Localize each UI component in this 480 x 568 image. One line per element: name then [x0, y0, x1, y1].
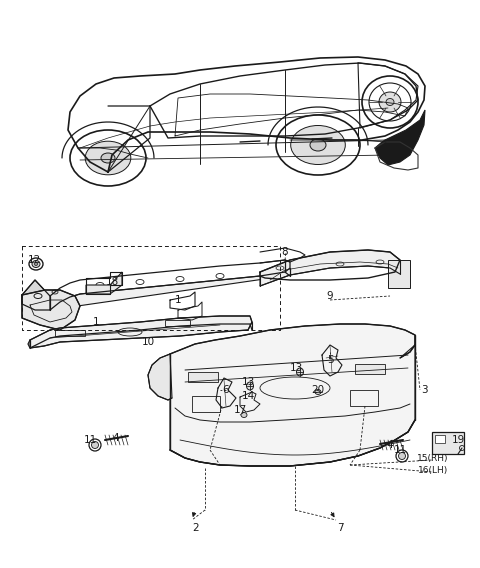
- Bar: [192, 396, 220, 412]
- Text: 16(LH): 16(LH): [418, 466, 448, 474]
- Text: 20: 20: [312, 385, 324, 395]
- Text: 1: 1: [175, 295, 181, 305]
- Text: 5: 5: [327, 355, 333, 365]
- Text: 12: 12: [27, 255, 41, 265]
- Ellipse shape: [276, 115, 360, 175]
- Text: 7: 7: [336, 523, 343, 533]
- Text: 17: 17: [233, 405, 247, 415]
- Text: 6: 6: [223, 385, 229, 395]
- Text: 4: 4: [387, 440, 393, 450]
- Text: 9: 9: [327, 291, 333, 301]
- Polygon shape: [86, 272, 122, 294]
- Ellipse shape: [70, 130, 146, 186]
- Ellipse shape: [379, 92, 401, 112]
- Polygon shape: [375, 110, 425, 165]
- Text: 1: 1: [93, 317, 99, 327]
- Polygon shape: [148, 354, 172, 400]
- Text: 19: 19: [451, 435, 465, 445]
- Ellipse shape: [85, 141, 131, 175]
- Text: 11: 11: [84, 435, 96, 445]
- Ellipse shape: [92, 441, 98, 449]
- Text: 15(RH): 15(RH): [417, 453, 449, 462]
- Ellipse shape: [247, 382, 253, 390]
- Text: 13: 13: [289, 363, 302, 373]
- Ellipse shape: [386, 98, 394, 106]
- Text: 18: 18: [106, 277, 119, 287]
- Ellipse shape: [241, 412, 247, 417]
- Ellipse shape: [297, 368, 303, 376]
- Ellipse shape: [315, 390, 321, 395]
- Text: 2: 2: [192, 523, 199, 533]
- Polygon shape: [30, 316, 252, 348]
- Ellipse shape: [101, 153, 115, 163]
- Ellipse shape: [29, 258, 43, 270]
- Polygon shape: [22, 290, 80, 330]
- Ellipse shape: [398, 453, 406, 460]
- Text: 13: 13: [241, 377, 254, 387]
- Ellipse shape: [89, 439, 101, 451]
- Bar: [165, 320, 190, 326]
- Polygon shape: [170, 324, 415, 466]
- Bar: [435, 435, 445, 443]
- Ellipse shape: [310, 139, 326, 151]
- Ellipse shape: [291, 126, 345, 165]
- Polygon shape: [50, 272, 285, 310]
- Bar: [350, 390, 378, 406]
- Ellipse shape: [362, 76, 418, 128]
- Ellipse shape: [32, 261, 40, 268]
- Polygon shape: [22, 280, 50, 310]
- Bar: [55, 330, 85, 336]
- Bar: [355, 364, 385, 374]
- Ellipse shape: [35, 262, 37, 265]
- Bar: [432, 432, 464, 454]
- Text: 10: 10: [142, 337, 155, 347]
- Text: 11: 11: [394, 445, 407, 455]
- Text: 8: 8: [282, 247, 288, 257]
- Ellipse shape: [396, 450, 408, 462]
- Text: 14: 14: [241, 391, 254, 401]
- Text: 3: 3: [420, 385, 427, 395]
- Bar: [188, 372, 218, 382]
- Polygon shape: [260, 250, 400, 286]
- Bar: [388, 260, 410, 288]
- Text: 4: 4: [113, 433, 120, 443]
